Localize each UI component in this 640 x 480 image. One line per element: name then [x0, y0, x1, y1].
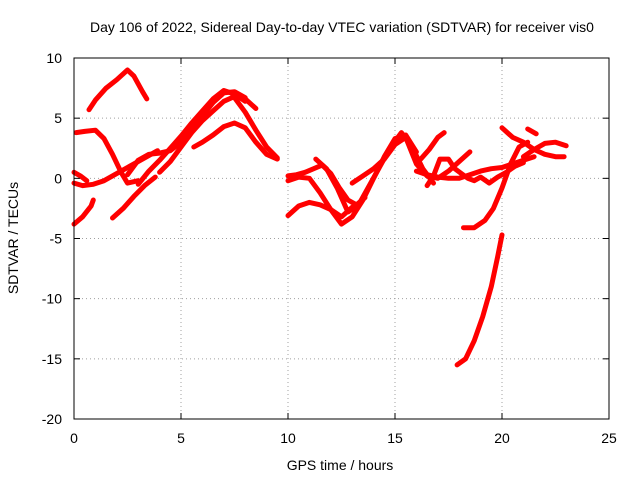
- series-arc-24: [454, 232, 505, 368]
- series-arc-13: [285, 199, 355, 220]
- series-arc-4: [71, 169, 90, 184]
- series-arc-20: [461, 139, 531, 231]
- y-tick-label: -10: [42, 291, 62, 307]
- x-tick-label: 10: [280, 430, 296, 446]
- axis-ticks: [73, 57, 610, 420]
- series-group: [71, 67, 569, 368]
- y-tick-labels: -20 -15 -10 -5 0 5 10: [42, 50, 62, 427]
- y-tick-label: -15: [42, 351, 62, 367]
- series-arc-23: [525, 126, 539, 137]
- y-tick-label: 5: [54, 110, 62, 126]
- grid: [74, 58, 609, 419]
- series-arc-19: [418, 130, 447, 162]
- series-arc-22: [520, 139, 569, 160]
- y-tick-label: -5: [50, 231, 63, 247]
- x-tick-labels: 0 5 10 15 20 25: [70, 430, 617, 446]
- series-arc-10: [191, 120, 280, 162]
- series-arc-8: [135, 88, 248, 187]
- series-arc-16: [349, 134, 473, 186]
- y-tick-label: -20: [42, 411, 62, 427]
- x-tick-label: 0: [70, 430, 78, 446]
- series-arc-9: [157, 94, 259, 175]
- series-arc-15: [313, 130, 436, 215]
- series-arc-2: [73, 127, 141, 186]
- x-tick-label: 15: [387, 430, 403, 446]
- series-arc-6: [110, 174, 158, 221]
- x-tick-label: 20: [494, 430, 510, 446]
- chart-title: Day 106 of 2022, Sidereal Day-to-day VTE…: [90, 19, 594, 35]
- y-axis-label: SDTVAR / TECUs: [5, 182, 21, 294]
- x-tick-label: 5: [177, 430, 185, 446]
- y-tick-label: 10: [46, 50, 62, 66]
- x-axis-label: GPS time / hours: [287, 457, 394, 473]
- series-arc-1: [86, 67, 150, 113]
- series-arc-5: [71, 197, 96, 227]
- x-tick-label: 25: [601, 430, 617, 446]
- series-arc-11: [232, 95, 280, 161]
- y-tick-label: 0: [54, 170, 62, 186]
- series-arc-18: [413, 154, 537, 181]
